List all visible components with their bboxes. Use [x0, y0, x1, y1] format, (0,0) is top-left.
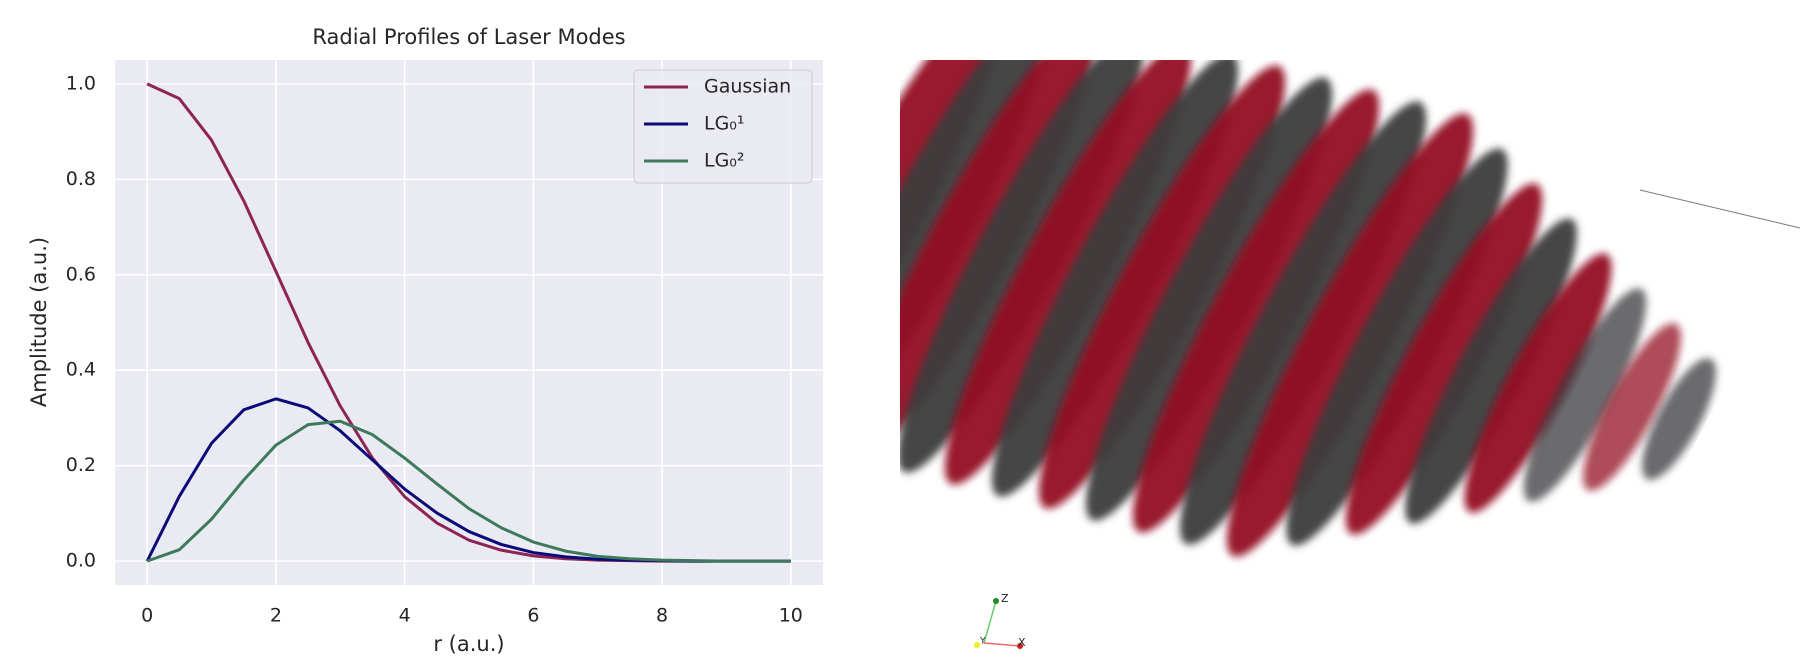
wave-front — [1132, 89, 1380, 533]
y-axis-label: Amplitude (a.u.) — [27, 237, 51, 407]
wave-front — [1286, 148, 1508, 546]
wave-front — [900, 60, 1051, 449]
wave-front — [1345, 183, 1543, 535]
axes-triad: Z Y X — [974, 592, 1026, 649]
axis-label-y: Y — [979, 637, 986, 647]
x-tick-label: 6 — [527, 605, 539, 627]
legend-box — [633, 69, 813, 184]
scene-axis — [1639, 189, 1800, 229]
wave-front — [1583, 323, 1681, 491]
chart-title: Radial Profiles of Laser Modes — [312, 25, 625, 49]
x-tick-label: 10 — [779, 605, 803, 627]
y-tick-label: 1.0 — [66, 72, 96, 94]
legend-label: LG₀² — [704, 150, 745, 172]
wave-front — [1085, 77, 1333, 521]
x-tick-label: 0 — [141, 605, 153, 627]
wave-front — [1642, 358, 1716, 480]
x-tick-label: 4 — [399, 605, 411, 627]
legend-label: LG₀¹ — [704, 113, 745, 135]
wave-front — [1405, 218, 1577, 524]
wave-front — [1226, 113, 1474, 557]
axis-label-z: Z — [1001, 592, 1009, 605]
wave-front — [900, 60, 1098, 461]
wave-front — [944, 60, 1192, 485]
y-tick-label: 0.6 — [66, 263, 96, 285]
y-tick-label: 0.8 — [66, 168, 96, 190]
volume-render — [900, 60, 1800, 557]
wave-front — [1179, 101, 1427, 545]
x-axis-label: r (a.u.) — [433, 632, 504, 656]
x-tick-label: 8 — [656, 605, 668, 627]
series-line — [146, 419, 791, 563]
x-tick-label: 2 — [270, 605, 282, 627]
legend-label: Gaussian — [704, 76, 791, 98]
wave-front — [991, 60, 1239, 497]
y-tick-label: 0.2 — [66, 454, 96, 476]
wave-front — [1038, 65, 1286, 509]
y-tick-label: 0.4 — [66, 359, 96, 381]
wave-front — [1464, 253, 1612, 513]
wave-front — [1523, 288, 1647, 502]
wave-front — [900, 60, 1145, 473]
axis-label-x: X — [1018, 636, 1026, 649]
plot: 0 2 4 6 8 10 0.0 0.2 0.4 0.6 0.8 1.0 Gaussian LG₀¹ LG₀… — [66, 60, 823, 627]
y-tick-label: 0.0 — [66, 550, 96, 572]
wave-front — [900, 60, 1004, 437]
